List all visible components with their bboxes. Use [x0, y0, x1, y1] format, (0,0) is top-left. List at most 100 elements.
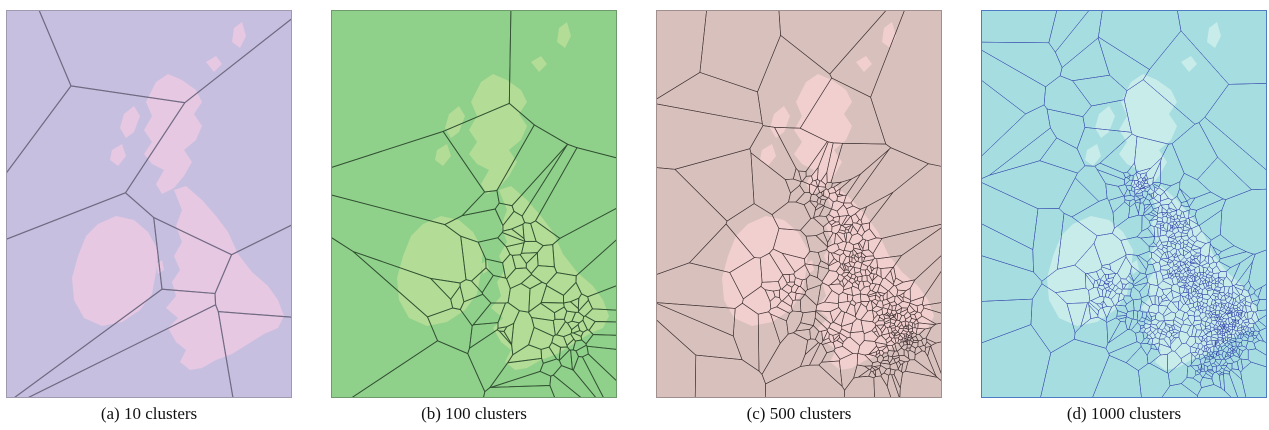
cluster-cell	[795, 322, 814, 332]
cluster-cell	[1132, 310, 1139, 321]
cluster-cell	[539, 302, 565, 314]
cluster-cell	[914, 311, 923, 321]
cluster-cell	[843, 250, 852, 258]
cluster-cell	[1207, 364, 1213, 370]
cluster-cell	[1213, 305, 1217, 311]
cluster-cell	[838, 252, 847, 265]
map-panel-100-clusters	[331, 10, 617, 398]
cluster-cell	[1229, 339, 1237, 343]
cluster-cell	[1218, 367, 1225, 374]
cluster-cell	[1193, 258, 1201, 266]
landmass-isleOfMan	[156, 260, 164, 274]
cluster-cell	[588, 321, 617, 336]
voronoi-cluster-layer	[331, 10, 617, 398]
cluster-cell	[1099, 133, 1138, 174]
cluster-cell	[903, 341, 908, 346]
cluster-cell	[839, 263, 846, 272]
cluster-cell	[826, 243, 840, 254]
cluster-cell	[875, 267, 882, 278]
cluster-cell	[1159, 198, 1173, 206]
cluster-cell	[12, 288, 217, 398]
cluster-cell	[888, 322, 896, 328]
cluster-cell	[1104, 282, 1110, 286]
cluster-cell	[1142, 179, 1147, 183]
cluster-cell	[898, 323, 905, 330]
cluster-cell	[1146, 257, 1157, 266]
cluster-cell	[1108, 283, 1116, 291]
cluster-cell	[1217, 292, 1223, 301]
voronoi-cluster-layer	[6, 10, 292, 398]
cluster-cell	[842, 336, 861, 355]
cluster-cell	[1178, 247, 1184, 257]
cluster-cell	[1199, 322, 1206, 331]
cluster-cell	[1244, 326, 1249, 333]
cluster-cell	[1142, 183, 1151, 187]
cluster-cell	[1145, 156, 1163, 180]
cluster-cell	[857, 252, 862, 260]
cluster-cell	[1215, 320, 1220, 327]
cluster-cell	[885, 311, 891, 317]
cluster-cell	[1179, 172, 1212, 199]
cluster-cell	[1202, 279, 1206, 284]
cluster-cell	[1179, 241, 1185, 249]
cluster-cell	[903, 335, 907, 339]
cluster-cell	[1151, 252, 1162, 263]
map-panel-10-clusters	[6, 10, 292, 398]
landmass-hebrides1	[445, 106, 465, 138]
cluster-cell	[858, 238, 866, 250]
cluster-cell	[871, 326, 878, 333]
cluster-cell	[893, 313, 897, 318]
cluster-cell	[1212, 302, 1217, 307]
cluster-cell	[1192, 273, 1197, 277]
cluster-cell	[1184, 259, 1189, 265]
cluster-cell	[860, 263, 869, 271]
cluster-cell	[825, 214, 835, 223]
cluster-cell	[876, 300, 884, 309]
cluster-cell	[1054, 287, 1091, 304]
cluster-cell	[1154, 331, 1162, 340]
cluster-cell	[217, 310, 292, 398]
cluster-cell	[1247, 335, 1255, 343]
cluster-cell	[1161, 383, 1198, 398]
cluster-cell	[1173, 263, 1180, 268]
cluster-cell	[534, 147, 617, 239]
cluster-cell	[788, 291, 797, 302]
cluster-cell	[1129, 189, 1136, 197]
cluster-cell	[895, 279, 916, 292]
cluster-cell	[1185, 298, 1191, 306]
cluster-cell	[908, 321, 914, 328]
cluster-cell	[1193, 280, 1200, 287]
cluster-cell	[1179, 188, 1191, 202]
cluster-cell	[1176, 214, 1182, 220]
cluster-cell	[872, 314, 880, 324]
cluster-cell	[1191, 325, 1198, 337]
landmass-hebrides1	[770, 106, 790, 138]
cluster-cell	[1226, 351, 1232, 357]
cluster-cell	[1121, 283, 1127, 290]
cluster-cell	[1148, 241, 1158, 248]
landmass-orkney	[1181, 56, 1197, 72]
voronoi-cluster-layer	[981, 10, 1267, 398]
cluster-cell	[899, 370, 942, 398]
cluster-cell	[909, 339, 914, 346]
cluster-cell	[788, 273, 796, 283]
cluster-cell	[1085, 273, 1094, 291]
landmass-shetland	[1207, 22, 1221, 48]
cluster-cell	[1146, 311, 1153, 322]
cluster-cell	[843, 263, 849, 271]
cluster-cell	[1146, 334, 1153, 340]
cluster-cell	[880, 362, 891, 370]
cluster-cell	[804, 284, 822, 306]
cluster-cell	[904, 338, 909, 343]
cluster-cell	[124, 17, 292, 256]
voronoi-cluster-layer	[656, 10, 942, 398]
cluster-cell	[889, 311, 894, 317]
cluster-cell	[1188, 208, 1197, 219]
cluster-cell	[814, 330, 824, 344]
cluster-cell	[1222, 337, 1225, 343]
landmass-hebrides1	[120, 106, 140, 138]
landmass-orkney	[206, 56, 222, 72]
cluster-cell	[502, 210, 526, 232]
cluster-cell	[1185, 336, 1196, 348]
cluster-cell	[1229, 322, 1234, 326]
